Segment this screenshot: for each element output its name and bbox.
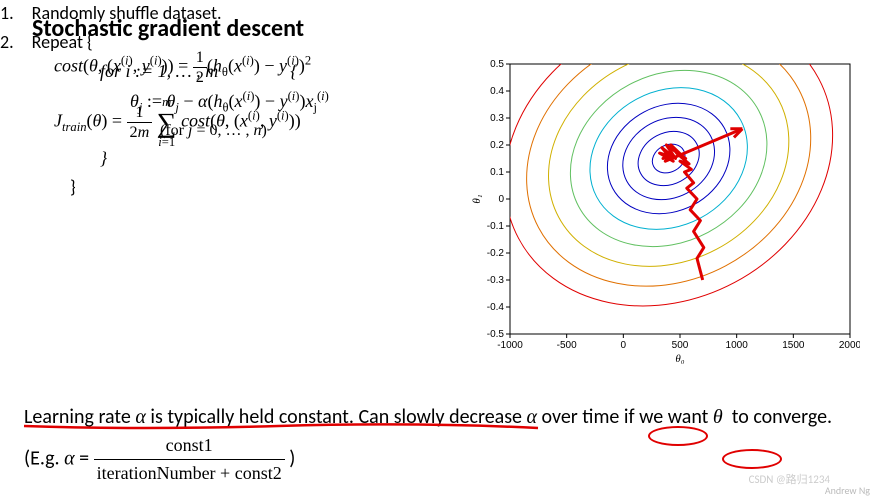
svg-text:2000: 2000: [839, 340, 860, 351]
svg-text:500: 500: [672, 340, 689, 351]
page-title: Stochastic gradient descent: [32, 14, 304, 43]
svg-text:-0.5: -0.5: [487, 329, 505, 340]
svg-text:θ₁: θ₁: [471, 194, 483, 203]
contour-plot: -1000 -500 0 500 1000 1500 2000 -0.5 -0.4 -0.3 -0.…: [468, 56, 860, 366]
svg-text:-0.2: -0.2: [487, 248, 505, 259]
svg-text:0.1: 0.1: [490, 167, 504, 178]
cost-equation: cost(θ, (x(i), y(i))) = 12(hθ(x(i)) − y(…: [54, 48, 311, 87]
svg-text:-0.4: -0.4: [487, 302, 505, 313]
svg-text:0.3: 0.3: [490, 113, 504, 124]
svg-text:-500: -500: [557, 340, 577, 351]
svg-text:0: 0: [621, 340, 627, 351]
red-underline-annotation: [18, 396, 558, 436]
jtrain-equation: Jtrain(θ) = 12m m∑i=1 cost(θ, (x(i), y(i…: [54, 96, 301, 149]
svg-text:-1000: -1000: [497, 340, 523, 351]
svg-text:θ₀: θ₀: [675, 353, 684, 365]
svg-text:0: 0: [498, 194, 504, 205]
csdn-watermark: CSDN @路归1234: [749, 471, 830, 487]
svg-text:-0.1: -0.1: [487, 221, 505, 232]
const1-circle-annotation: [648, 426, 708, 446]
svg-text:1500: 1500: [782, 340, 805, 351]
svg-text:0.5: 0.5: [490, 59, 504, 70]
author-watermark: Andrew Ng: [825, 484, 870, 497]
svg-text:-0.3: -0.3: [487, 275, 505, 286]
const2-circle-annotation: [722, 449, 782, 469]
svg-text:1000: 1000: [726, 340, 749, 351]
svg-text:0.2: 0.2: [490, 140, 504, 151]
svg-text:0.4: 0.4: [490, 86, 504, 97]
